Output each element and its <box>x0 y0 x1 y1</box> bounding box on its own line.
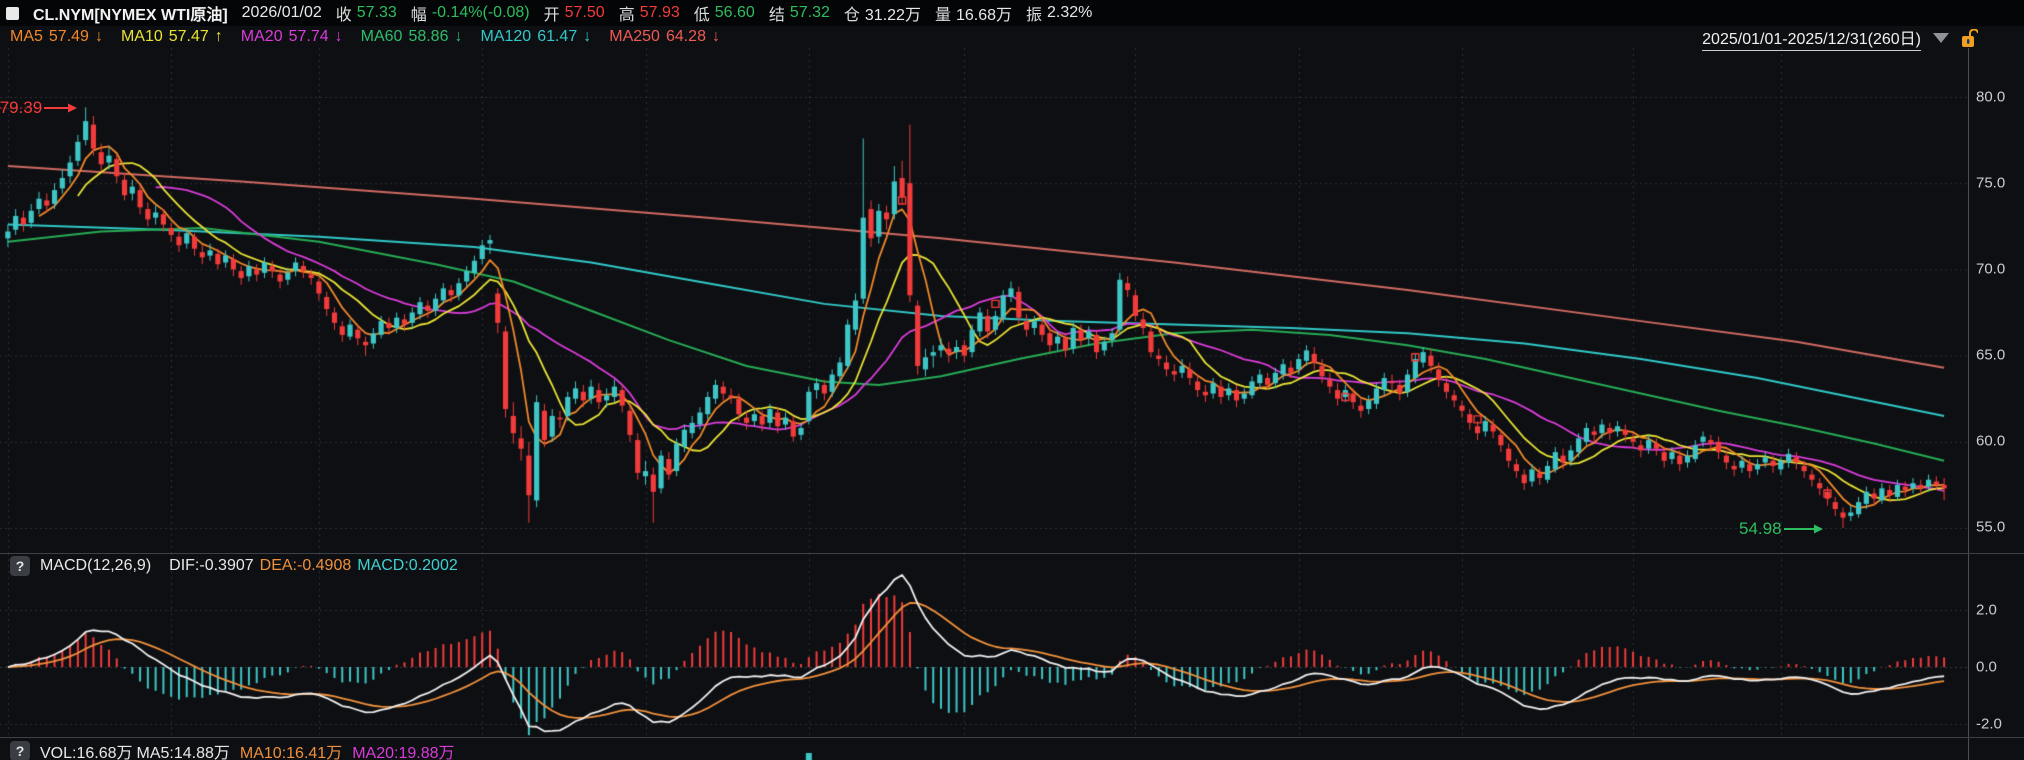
volume-ma20-value: MA20:19.88万 <box>352 745 455 760</box>
ma120-legend: MA120 61.47 ↓ <box>480 28 592 45</box>
macd-dea-value: DEA:-0.4908 <box>259 557 352 574</box>
candlestick-chart-canvas[interactable] <box>0 48 2024 553</box>
period-high-annotation: 79.39 <box>0 98 78 118</box>
macd-help-icon[interactable]: ? <box>10 556 30 576</box>
ma10-legend: MA10 57.47 ↑ <box>120 28 223 45</box>
volume-chart-canvas[interactable] <box>0 737 2024 760</box>
app-logo-icon <box>6 6 19 20</box>
quote-field-low: 低 56.60 <box>693 4 755 24</box>
quote-field-amplitude: 振 2.32% <box>1026 4 1093 24</box>
price-axis-line <box>1968 48 1969 760</box>
ma60-legend: MA60 58.86 ↓ <box>360 28 463 45</box>
macd-title[interactable]: MACD(12,26,9) <box>40 557 152 574</box>
ma5-legend: MA5 57.49 ↓ <box>10 28 103 45</box>
pane-divider-volume[interactable] <box>0 737 2024 738</box>
date-range-selector[interactable]: 2025/01/01-2025/12/31(260日) <box>1702 27 1978 51</box>
quote-field-volume: 量 16.68万 <box>934 7 1013 24</box>
quote-field-open: 开 57.50 <box>543 4 605 24</box>
price-axis-label: 75.0 <box>1976 174 2006 192</box>
volume-ma5-value: MA5:14.88万 <box>136 745 230 760</box>
volume-help-icon[interactable]: ? <box>10 741 30 760</box>
quote-bar: CL.NYM[NYMEX WTI原油] 2026/01/02 收 57.33 幅-… <box>0 0 2024 26</box>
unlock-icon[interactable] <box>1961 28 1978 48</box>
macd-dif-value: DIF:-0.3907 <box>169 557 254 574</box>
macd-axis-label: 2.0 <box>1976 601 1997 619</box>
quote-field-close: 收 57.33 <box>335 4 397 24</box>
macd-header: ? MACD(12,26,9) DIF:-0.3907 DEA:-0.4908 … <box>10 556 458 576</box>
pane-divider-macd[interactable] <box>0 553 2024 554</box>
macd-chart-canvas[interactable] <box>0 553 2024 737</box>
quote-field-high: 高 57.93 <box>618 4 680 24</box>
price-axis-label: 65.0 <box>1976 346 2006 364</box>
macd-axis-label: 0.0 <box>1976 658 1997 676</box>
macd-axis-label: -2.0 <box>1976 715 2002 733</box>
period-low-annotation: 54.98 <box>1739 519 1824 539</box>
price-axis-label: 80.0 <box>1976 88 2006 106</box>
right-arrow-icon <box>1783 524 1823 534</box>
symbol-title: CL.NYM[NYMEX WTI原油] <box>33 7 228 24</box>
price-axis-label: 60.0 <box>1976 432 2006 450</box>
right-arrow-icon <box>44 103 78 113</box>
chevron-down-icon[interactable] <box>1933 33 1949 43</box>
ma20-legend: MA20 57.74 ↓ <box>240 28 343 45</box>
ma10-trend-arrow-icon: ↑ <box>214 28 223 45</box>
quote-date: 2026/01/02 <box>241 4 322 21</box>
price-axis-label: 55.0 <box>1976 518 2006 536</box>
ma5-trend-arrow-icon: ↓ <box>94 28 103 45</box>
ma120-trend-arrow-icon: ↓ <box>583 28 592 45</box>
quote-field-change: 幅 -0.14%(-0.08) <box>410 4 530 24</box>
ma-legend-row: MA5 57.49 ↓ MA10 57.47 ↑ MA20 57.74 ↓ MA60 58.8… <box>0 26 2024 48</box>
quote-field-settle: 结 57.32 <box>768 4 830 24</box>
ma250-trend-arrow-icon: ↓ <box>711 28 720 45</box>
volume-value[interactable]: VOL:16.68万 <box>40 745 133 760</box>
price-axis-label: 70.0 <box>1976 260 2006 278</box>
macd-hist-value: MACD:0.2002 <box>357 557 458 574</box>
volume-ma10-value: MA10:16.41万 <box>239 745 343 760</box>
ma250-legend: MA250 64.28 ↓ <box>609 28 720 45</box>
quote-field-openinterest: 仓 31.22万 <box>843 7 921 24</box>
volume-header: ? VOL:16.68万 MA5:14.88万 MA10:16.41万 MA20… <box>10 739 455 760</box>
ma60-trend-arrow-icon: ↓ <box>454 28 463 45</box>
ma20-trend-arrow-icon: ↓ <box>334 28 343 45</box>
